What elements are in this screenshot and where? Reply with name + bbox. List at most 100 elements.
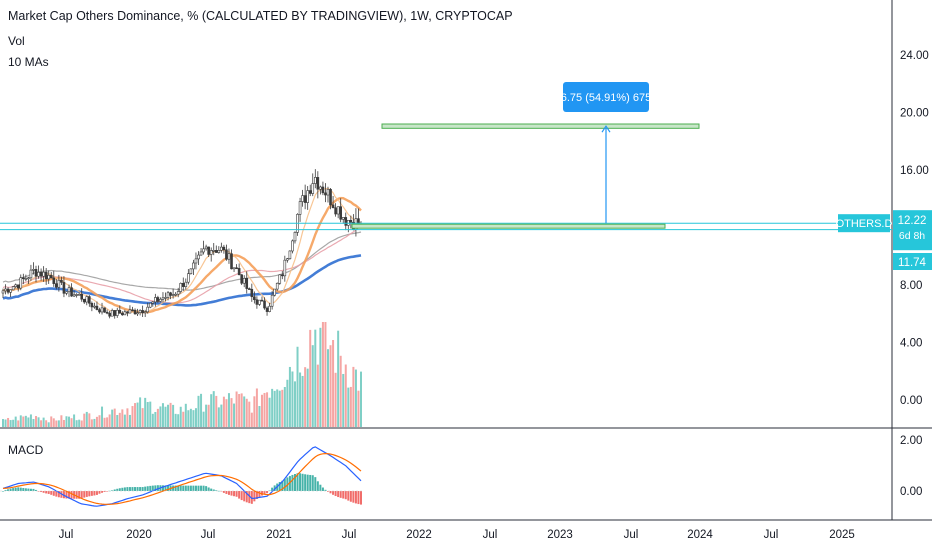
bar-countdown-text: 6d 8h — [899, 230, 925, 242]
candle-body — [349, 219, 353, 223]
volume-bar — [326, 349, 329, 427]
candle-body — [100, 307, 104, 313]
candles-group — [1, 169, 363, 319]
moving-averages-indicator-label[interactable]: 10 MAs — [8, 55, 49, 69]
macd-histogram-bar — [314, 477, 317, 491]
candle-body — [212, 250, 216, 252]
macd-histogram-bar — [319, 484, 322, 491]
macd-histogram-bar — [360, 491, 362, 505]
candle-body — [14, 284, 17, 287]
macd-histogram-bar — [357, 491, 360, 505]
macd-histogram-bar — [230, 491, 233, 496]
candle-body — [6, 288, 10, 293]
volume-bar — [184, 403, 187, 427]
macd-histogram-bar — [172, 485, 175, 491]
macd-histogram-bar — [131, 487, 134, 491]
candle-body — [303, 195, 307, 203]
volume-bar — [250, 412, 253, 427]
volume-bar — [174, 413, 177, 427]
time-axis-tick-label: Jul — [342, 529, 357, 541]
volume-bar — [172, 404, 175, 427]
volume-bar — [156, 408, 159, 427]
macd-histogram-bar — [128, 487, 131, 491]
time-axis-tick-label: 2024 — [687, 529, 713, 541]
macd-histogram-bar — [243, 491, 246, 502]
candle-body — [65, 291, 68, 294]
consolidation-box — [351, 223, 666, 229]
macd-histogram-bar — [291, 474, 294, 491]
volume-bar — [299, 372, 302, 427]
candle-body — [275, 282, 279, 290]
candle-body — [105, 311, 109, 314]
volume-bar — [245, 398, 248, 427]
candle-body — [151, 301, 155, 304]
candle-body — [253, 296, 256, 301]
candle-body — [283, 259, 287, 277]
time-axis-tick-label: Jul — [764, 529, 779, 541]
macd-histogram-bar — [354, 491, 357, 504]
candle-body — [207, 246, 210, 255]
macd-histogram-bar — [27, 488, 30, 491]
volume-bar — [98, 415, 101, 427]
volume-bar — [154, 411, 157, 427]
volume-indicator-label[interactable]: Vol — [8, 34, 25, 48]
candle-body — [128, 309, 132, 314]
volume-bar — [337, 330, 340, 427]
macd-histogram-bar — [45, 491, 48, 494]
volume-bar — [339, 355, 342, 427]
macd-histogram-bar — [245, 491, 248, 503]
macd-histogram-bar — [200, 485, 203, 491]
volume-bar — [263, 392, 266, 427]
candle-body — [263, 300, 266, 309]
candle-body — [148, 302, 152, 308]
macd-histogram-bar — [215, 490, 218, 491]
volume-bar — [293, 381, 296, 427]
macd-histogram-bar — [14, 487, 17, 491]
candle-body — [324, 192, 327, 196]
candle-body — [131, 309, 134, 312]
volume-bar — [324, 322, 327, 427]
macd-histogram-bar — [187, 485, 190, 491]
candle-body — [32, 269, 35, 271]
macd-histogram-bar — [174, 485, 177, 491]
volume-bar — [271, 388, 274, 427]
candle-body — [268, 305, 271, 312]
candle-body — [4, 288, 7, 292]
macd-histogram-bar — [347, 491, 350, 501]
candle-body — [316, 177, 320, 190]
candle-body — [204, 246, 208, 250]
macd-histogram-bar — [65, 491, 68, 499]
candle-body — [156, 297, 160, 302]
volume-bar — [4, 419, 7, 427]
macd-histogram-bar — [40, 491, 43, 493]
candle-body — [16, 284, 20, 289]
time-axis-tick-label: Jul — [624, 529, 639, 541]
volume-bar — [70, 418, 73, 427]
volume-bar — [113, 408, 116, 427]
macd-indicator-label[interactable]: MACD — [8, 443, 44, 457]
candle-body — [311, 183, 315, 194]
macd-histogram-bar — [78, 491, 81, 499]
candle-body — [80, 293, 84, 300]
candle-body — [57, 279, 61, 288]
volume-bar — [101, 406, 104, 427]
macd-histogram-bar — [339, 491, 342, 498]
volume-bar — [136, 402, 139, 427]
volume-bar — [164, 406, 167, 427]
candle-body — [245, 278, 249, 289]
candle-body — [11, 286, 15, 291]
macd-histogram-bar — [103, 491, 106, 492]
candle-body — [98, 309, 101, 313]
macd-histogram-bar — [235, 491, 238, 497]
volume-bar — [62, 419, 65, 427]
volume-bar — [126, 408, 129, 427]
macd-histogram-bar — [301, 473, 304, 491]
volume-bar — [197, 395, 200, 427]
macd-histogram-bar — [37, 491, 40, 492]
macd-axis-tick-label: 0.00 — [900, 486, 922, 498]
macd-histogram-bar — [146, 486, 149, 491]
candle-body — [176, 291, 180, 295]
volume-bar — [9, 420, 12, 427]
